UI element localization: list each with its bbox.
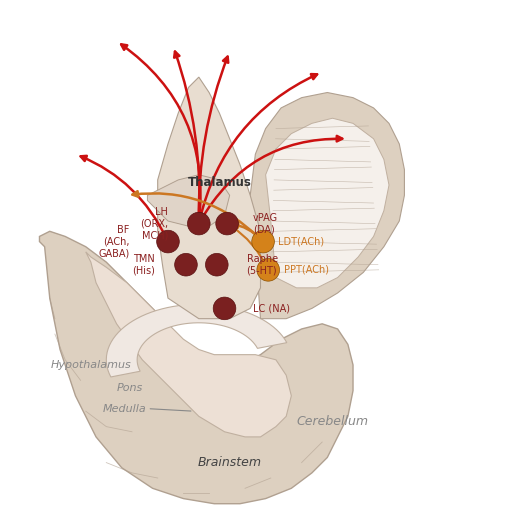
Polygon shape bbox=[40, 231, 353, 504]
Text: Thalamus: Thalamus bbox=[188, 176, 251, 189]
Circle shape bbox=[205, 253, 228, 276]
Text: TMN
(His): TMN (His) bbox=[132, 254, 155, 276]
Circle shape bbox=[252, 230, 275, 253]
Text: LC (NA): LC (NA) bbox=[253, 303, 290, 314]
Circle shape bbox=[213, 297, 236, 320]
Text: PPT(ACh): PPT(ACh) bbox=[283, 265, 329, 275]
Polygon shape bbox=[147, 175, 230, 226]
Polygon shape bbox=[86, 252, 291, 437]
Text: LH
(ORX,
MCH): LH (ORX, MCH) bbox=[140, 207, 168, 240]
Text: Hypothalamus: Hypothalamus bbox=[51, 360, 131, 370]
Polygon shape bbox=[158, 77, 260, 319]
Text: vPAG
(DA): vPAG (DA) bbox=[253, 213, 278, 234]
Text: LDT(ACh): LDT(ACh) bbox=[279, 236, 325, 247]
Circle shape bbox=[257, 259, 280, 281]
Text: BF
(ACh,
GABA): BF (ACh, GABA) bbox=[98, 225, 129, 258]
Text: Brainstem: Brainstem bbox=[197, 456, 262, 469]
Text: Pons: Pons bbox=[116, 383, 143, 393]
Circle shape bbox=[157, 230, 179, 253]
Circle shape bbox=[216, 212, 239, 235]
Polygon shape bbox=[106, 304, 287, 377]
Text: Medulla: Medulla bbox=[103, 403, 146, 414]
Circle shape bbox=[188, 212, 210, 235]
Text: Raphe
(5-HT): Raphe (5-HT) bbox=[246, 254, 278, 276]
Polygon shape bbox=[250, 93, 404, 319]
Text: Cerebellum: Cerebellum bbox=[296, 415, 368, 428]
Circle shape bbox=[175, 253, 197, 276]
Polygon shape bbox=[266, 118, 389, 288]
